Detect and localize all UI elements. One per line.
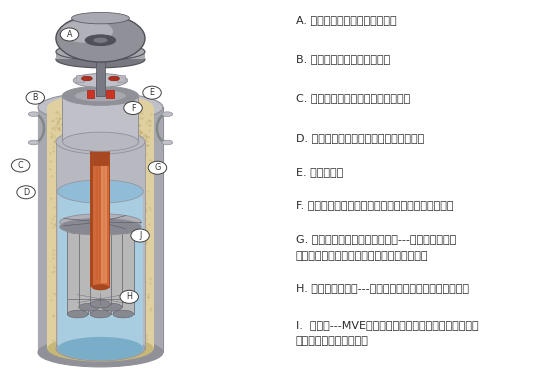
Text: C. 強度の高い軽量アルミニウム構造: C. 強度の高い軽量アルミニウム構造 — [296, 93, 410, 103]
Polygon shape — [92, 77, 109, 287]
Polygon shape — [102, 223, 122, 307]
Ellipse shape — [47, 336, 154, 362]
Ellipse shape — [38, 338, 163, 367]
Ellipse shape — [56, 129, 145, 154]
Polygon shape — [90, 230, 111, 314]
Bar — [76, 75, 84, 82]
Bar — [87, 90, 94, 98]
Bar — [56, 52, 145, 59]
Text: G. 優れた化学真空保持システム---製品の耐用期間: G. 優れた化学真空保持システム---製品の耐用期間 — [296, 234, 456, 244]
Text: B: B — [33, 93, 38, 102]
Ellipse shape — [162, 140, 173, 145]
Circle shape — [26, 91, 45, 104]
Polygon shape — [62, 96, 138, 142]
Text: H. 放射状デザイン---キャニスターの回収と挿入が容易: H. 放射状デザイン---キャニスターの回収と挿入が容易 — [296, 283, 469, 293]
Bar — [117, 75, 125, 82]
Text: を通して卓越した真空機能を持つデザイン: を通して卓越した真空機能を持つデザイン — [296, 251, 428, 261]
Ellipse shape — [74, 90, 127, 102]
Polygon shape — [58, 192, 143, 349]
Polygon shape — [38, 107, 163, 352]
Polygon shape — [79, 223, 99, 307]
Ellipse shape — [79, 219, 99, 227]
Ellipse shape — [56, 15, 145, 62]
Text: B. 手入れの容易な蓋デザイン: B. 手入れの容易な蓋デザイン — [296, 54, 390, 64]
Text: I.  絶縁体---MVEの最新技術による絶縁システムにより: I. 絶縁体---MVEの最新技術による絶縁システムにより — [296, 320, 478, 330]
Text: E: E — [149, 88, 155, 97]
Text: E. 施錠用タブ: E. 施錠用タブ — [296, 167, 343, 177]
Ellipse shape — [28, 112, 39, 116]
Circle shape — [131, 229, 149, 242]
Ellipse shape — [113, 310, 134, 318]
Ellipse shape — [58, 337, 143, 360]
Polygon shape — [96, 59, 105, 96]
Ellipse shape — [102, 303, 122, 311]
Text: A: A — [67, 30, 72, 39]
Polygon shape — [90, 220, 111, 304]
Polygon shape — [113, 230, 134, 314]
Ellipse shape — [67, 310, 88, 318]
Ellipse shape — [28, 140, 39, 145]
Ellipse shape — [113, 226, 134, 234]
Bar — [106, 90, 114, 98]
Ellipse shape — [85, 35, 116, 46]
Polygon shape — [67, 230, 88, 314]
Text: G: G — [154, 163, 161, 172]
Ellipse shape — [93, 37, 108, 43]
Ellipse shape — [56, 43, 145, 60]
Circle shape — [124, 101, 142, 115]
Ellipse shape — [73, 74, 128, 87]
Text: F: F — [131, 103, 135, 113]
Ellipse shape — [56, 51, 145, 68]
Ellipse shape — [67, 226, 88, 234]
Circle shape — [17, 186, 35, 199]
Ellipse shape — [90, 310, 111, 318]
Ellipse shape — [93, 141, 108, 146]
Circle shape — [120, 290, 138, 303]
Ellipse shape — [109, 76, 119, 81]
Text: H: H — [127, 292, 132, 301]
Text: D: D — [23, 188, 29, 197]
Ellipse shape — [62, 86, 138, 105]
Ellipse shape — [62, 132, 138, 151]
Ellipse shape — [61, 20, 113, 43]
Ellipse shape — [102, 219, 122, 227]
Polygon shape — [38, 107, 48, 352]
Circle shape — [60, 28, 79, 41]
Ellipse shape — [92, 284, 109, 290]
Ellipse shape — [60, 214, 141, 231]
Polygon shape — [47, 107, 154, 146]
Circle shape — [11, 159, 30, 172]
Ellipse shape — [90, 226, 111, 234]
Ellipse shape — [38, 93, 163, 122]
Text: J: J — [139, 231, 141, 240]
Ellipse shape — [72, 12, 129, 24]
Ellipse shape — [47, 94, 154, 120]
Polygon shape — [56, 142, 145, 349]
Ellipse shape — [60, 218, 141, 235]
Circle shape — [143, 86, 161, 99]
Ellipse shape — [81, 76, 92, 81]
Ellipse shape — [58, 180, 143, 203]
Text: 最適適温度が保たれる: 最適適温度が保たれる — [296, 336, 369, 346]
Text: D. 窒素消費量を抑える強度の高い頸状部: D. 窒素消費量を抑える強度の高い頸状部 — [296, 133, 424, 142]
Circle shape — [148, 161, 167, 174]
Ellipse shape — [90, 216, 111, 224]
Polygon shape — [153, 107, 163, 352]
Polygon shape — [102, 80, 106, 283]
Polygon shape — [90, 77, 92, 287]
Ellipse shape — [79, 303, 99, 311]
Bar — [93, 144, 108, 165]
Polygon shape — [47, 107, 154, 349]
Text: F. 色分けできる、番号付きのキャニスターシステム: F. 色分けできる、番号付きのキャニスターシステム — [296, 200, 453, 210]
Ellipse shape — [92, 74, 109, 80]
Ellipse shape — [56, 336, 145, 361]
Ellipse shape — [90, 300, 111, 308]
Ellipse shape — [162, 112, 173, 116]
Text: C: C — [18, 161, 23, 170]
Text: A. 耐久性のある螺番つき安全蓋: A. 耐久性のある螺番つき安全蓋 — [296, 15, 396, 25]
